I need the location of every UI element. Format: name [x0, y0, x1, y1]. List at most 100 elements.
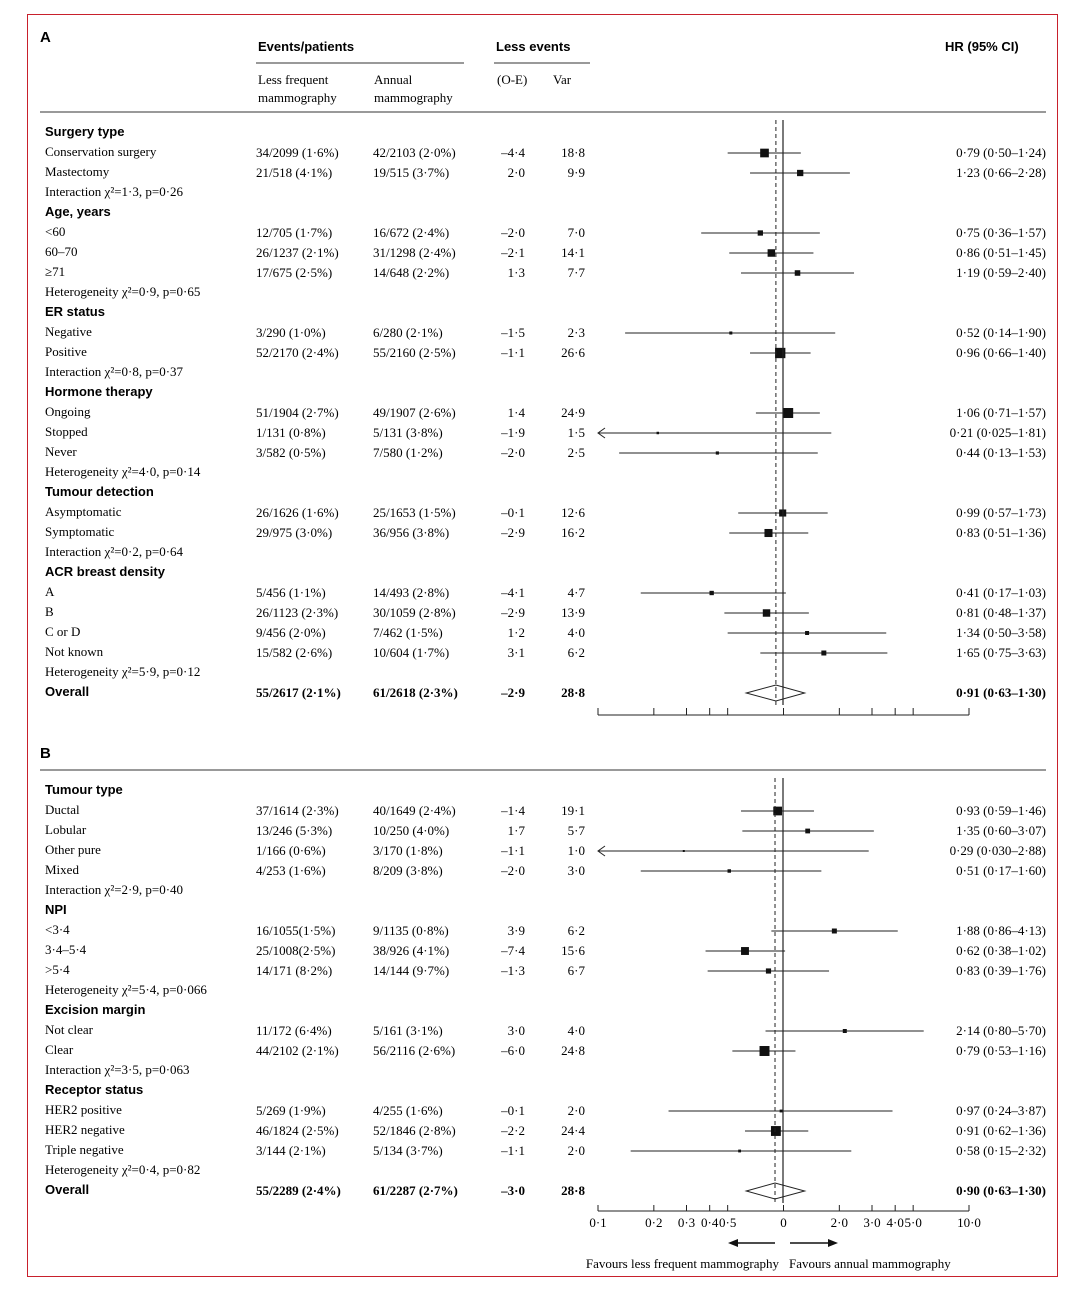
hr-ci-cell: 0·86 (0·51–1·45) [956, 245, 1046, 260]
var-cell: 16·2 [561, 525, 585, 540]
overall-label: Overall [45, 684, 89, 699]
annual-cell: 61/2618 (2·3%) [373, 685, 458, 700]
annual-cell: 3/170 (1·8%) [373, 843, 443, 858]
less-frequent-cell: 3/144 (2·1%) [256, 1143, 326, 1158]
oe-cell: 3·0 [508, 1023, 525, 1038]
less-frequent-cell: 5/456 (1·1%) [256, 585, 326, 600]
hr-point [762, 609, 771, 617]
hr-point [656, 431, 659, 435]
subgroup-heading: Age, years [45, 204, 111, 219]
var-cell: 4·0 [568, 625, 585, 640]
oe-cell: –2·1 [500, 245, 525, 260]
x-tick-label: 4·0 [887, 1215, 904, 1230]
annual-cell: 14/648 (2·2%) [373, 265, 449, 280]
hr-ci-cell: 2·14 (0·80–5·70) [956, 1023, 1046, 1038]
hr-ci-cell: 1·34 (0·50–3·58) [956, 625, 1046, 640]
var-cell: 28·8 [561, 685, 585, 700]
subgroup-heading: ACR breast density [45, 564, 166, 579]
row-label: Not known [45, 644, 104, 659]
x-tick-label: 0·3 [678, 1215, 695, 1230]
subgroup-heading: Excision margin [45, 1002, 145, 1017]
hr-ci-cell: 0·93 (0·59–1·46) [956, 803, 1046, 818]
favours-right-arrowhead [828, 1239, 838, 1247]
oe-cell: –2·0 [500, 225, 525, 240]
less-frequent-cell: 25/1008(2·5%) [256, 943, 335, 958]
oe-cell: –1·3 [500, 963, 525, 978]
less-frequent-header-1: Less frequent [258, 72, 329, 87]
row-label: HER2 positive [45, 1102, 122, 1117]
var-cell: 26·6 [561, 345, 585, 360]
hr-point [729, 331, 733, 335]
row-label: Conservation surgery [45, 144, 157, 159]
less-frequent-cell: 55/2289 (2·4%) [256, 1183, 341, 1198]
hr-ci-cell: 0·52 (0·14–1·90) [956, 325, 1046, 340]
hr-ci-cell: 0·83 (0·51–1·36) [956, 525, 1046, 540]
row-label: Ongoing [45, 404, 91, 419]
row-label: Symptomatic [45, 524, 115, 539]
annual-cell: 4/255 (1·6%) [373, 1103, 443, 1118]
hr-ci-cell: 1·65 (0·75–3·63) [956, 645, 1046, 660]
favours-right-label: Favours annual mammography [789, 1256, 951, 1271]
annual-cell: 5/134 (3·7%) [373, 1143, 443, 1158]
subgroup-heading: Tumour type [45, 782, 123, 797]
less-frequent-cell: 12/705 (1·7%) [256, 225, 332, 240]
row-label: Mastectomy [45, 164, 110, 179]
test-statistic: Interaction χ²=1·3, p=0·26 [45, 184, 184, 199]
row-label: Lobular [45, 822, 87, 837]
annual-header-1: Annual [374, 72, 413, 87]
annual-cell: 10/604 (1·7%) [373, 645, 449, 660]
hr-point [759, 1046, 770, 1056]
oe-header: (O-E) [497, 72, 527, 87]
annual-cell: 6/280 (2·1%) [373, 325, 443, 340]
x-tick-label: 0·2 [645, 1215, 662, 1230]
annual-cell: 56/2116 (2·6%) [373, 1043, 455, 1058]
annual-cell: 16/672 (2·4%) [373, 225, 449, 240]
hr-ci-cell: 1·88 (0·86–4·13) [956, 923, 1046, 938]
less-frequent-cell: 29/975 (3·0%) [256, 525, 332, 540]
oe-cell: –2·9 [500, 685, 525, 700]
oe-cell: –7·4 [500, 943, 525, 958]
hr-point [682, 850, 685, 852]
test-statistic: Interaction χ²=0·2, p=0·64 [45, 544, 184, 559]
hr-point [805, 828, 811, 834]
hr-point [709, 590, 714, 596]
hr-ci-cell: 0·99 (0·57–1·73) [956, 505, 1046, 520]
less-frequent-cell: 21/518 (4·1%) [256, 165, 332, 180]
var-cell: 24·9 [561, 405, 585, 420]
test-statistic: Heterogeneity χ²=5·9, p=0·12 [45, 664, 200, 679]
subgroup-heading: Hormone therapy [45, 384, 153, 399]
hr-point [770, 1126, 781, 1136]
var-cell: 1·0 [568, 843, 585, 858]
oe-cell: 3·1 [508, 645, 525, 660]
annual-cell: 7/580 (1·2%) [373, 445, 443, 460]
less-frequent-cell: 16/1055(1·5%) [256, 923, 335, 938]
hr-point [767, 249, 776, 257]
var-cell: 1·5 [568, 425, 585, 440]
oe-cell: –1·4 [500, 803, 525, 818]
oe-cell: –2·2 [500, 1123, 525, 1138]
row-label: 60–70 [45, 244, 78, 259]
hr-ci-cell: 1·23 (0·66–2·28) [956, 165, 1046, 180]
test-statistic: Heterogeneity χ²=5·4, p=0·066 [45, 982, 207, 997]
annual-cell: 30/1059 (2·8%) [373, 605, 456, 620]
less-frequent-cell: 11/172 (6·4%) [256, 1023, 332, 1038]
less-frequent-cell: 26/1626 (1·6%) [256, 505, 339, 520]
oe-cell: 1·3 [508, 265, 525, 280]
annual-cell: 5/161 (3·1%) [373, 1023, 443, 1038]
row-label: ≥71 [45, 264, 65, 279]
annual-cell: 42/2103 (2·0%) [373, 145, 456, 160]
var-cell: 5·7 [568, 823, 586, 838]
subgroup-heading: Surgery type [45, 124, 124, 139]
hr-point [821, 650, 827, 656]
hr-ci-cell: 0·81 (0·48–1·37) [956, 605, 1046, 620]
less-frequent-cell: 52/2170 (2·4%) [256, 345, 339, 360]
subgroup-heading: ER status [45, 304, 105, 319]
hr-point [773, 806, 783, 816]
panel-a-label: A [40, 29, 51, 46]
ci-arrow [597, 845, 606, 857]
oe-cell: –3·0 [500, 1183, 525, 1198]
less-frequent-cell: 17/675 (2·5%) [256, 265, 332, 280]
var-cell: 28·8 [561, 1183, 585, 1198]
var-cell: 12·6 [561, 505, 585, 520]
less-frequent-cell: 55/2617 (2·1%) [256, 685, 341, 700]
